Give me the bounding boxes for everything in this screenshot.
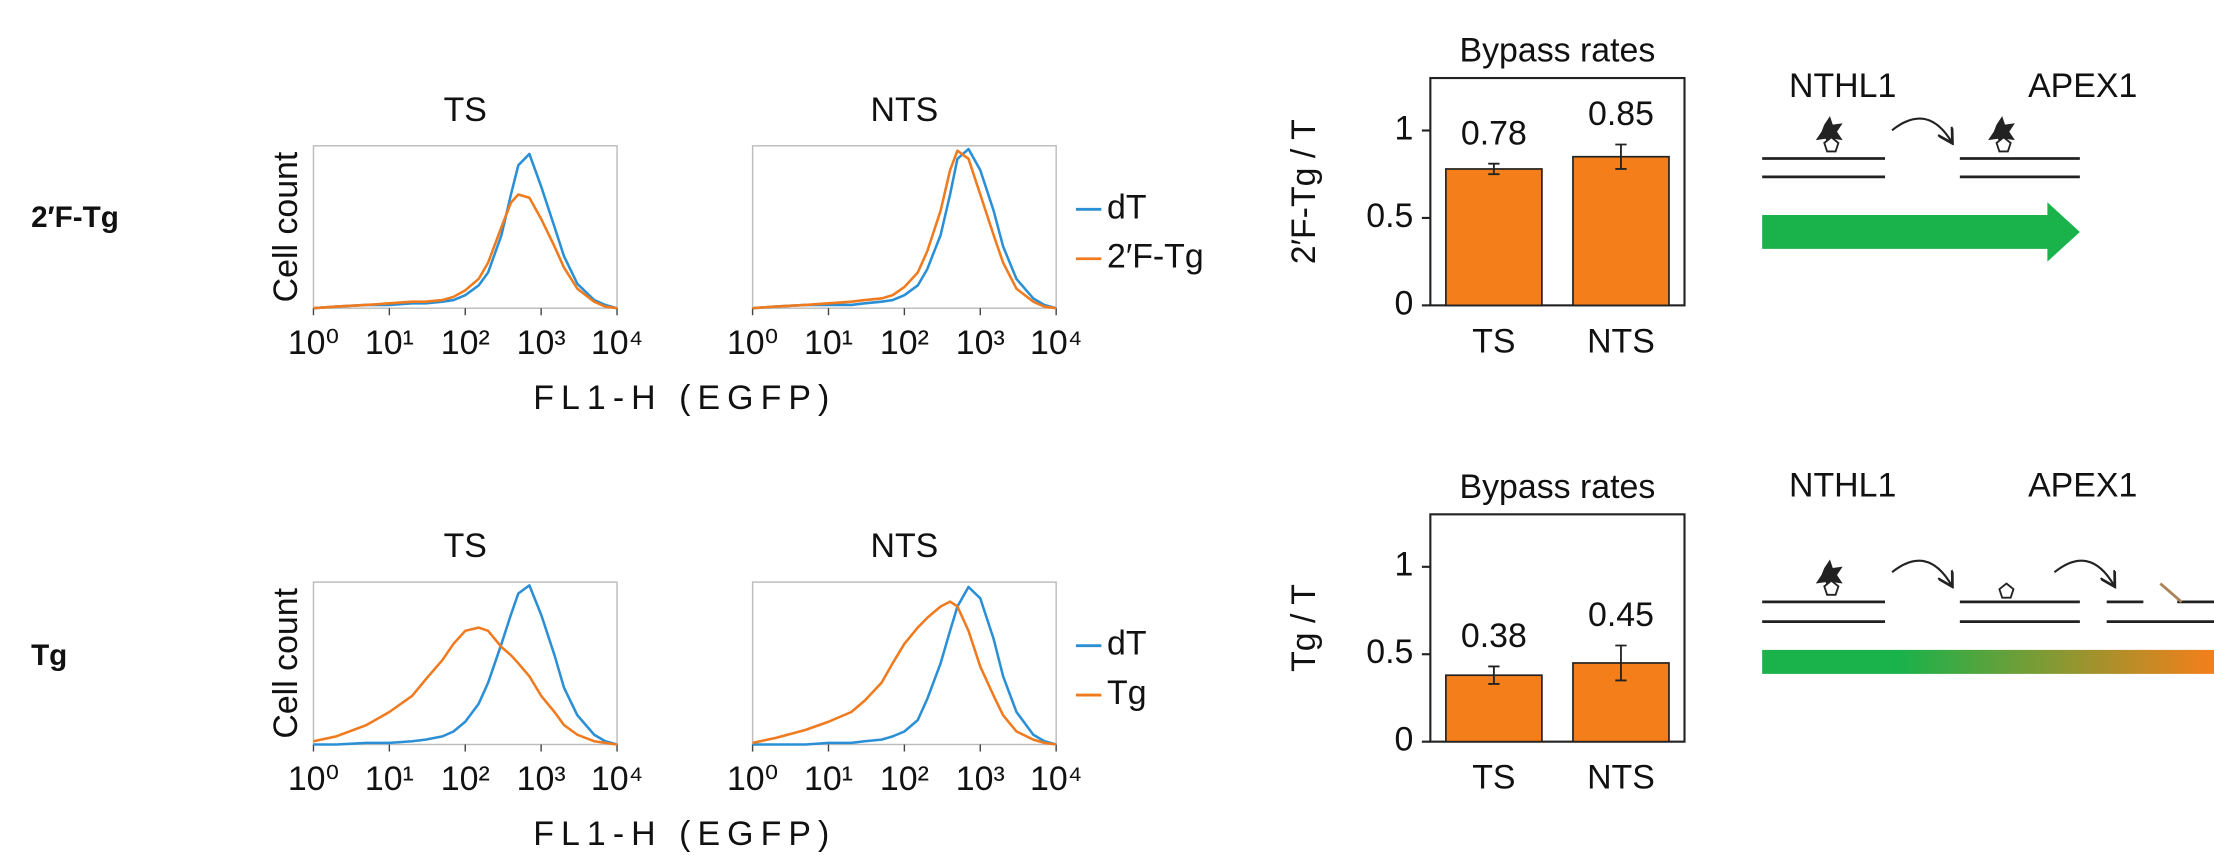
y-tick-label: 1 [1395,109,1414,147]
x-tick-label: TS [1472,322,1515,360]
y-tick-label: 0.5 [1366,197,1413,235]
y-tick-label: 0 [1395,721,1414,759]
x-tick-label: 10⁰ [727,760,778,798]
enzyme-label: NTHL1 [1789,466,1896,504]
error-bar [1488,162,1500,176]
bar [1572,155,1670,307]
sugar-icon [1823,136,1840,153]
bypass-arrow [1762,202,2080,262]
x-tick-label: 10⁰ [288,760,339,798]
sugar-icon [1823,579,1840,596]
bar [1445,674,1543,743]
lesion-icon [1815,559,1843,591]
bypass-bar [1762,649,2214,674]
x-tick-label: 10¹ [365,324,414,362]
step-arrow [1891,117,1951,142]
x-tick-label: 10³ [956,324,1005,362]
histogram-line [313,152,618,310]
value-label: 0.45 [1588,596,1654,634]
plot-frame [751,581,1057,746]
x-axis-label: FL1-H (EGFP) [533,379,836,417]
enzyme-label: APEX1 [2028,67,2137,105]
y-axis-label: Cell count [267,151,305,302]
step-arrow [1891,559,1951,585]
x-tick-label: 10⁰ [288,324,339,362]
lesion-icon [1815,116,1843,148]
panel-title: TS [444,527,487,565]
bar [1445,168,1543,307]
enzyme-label: NTHL1 [1789,67,1896,105]
legend-label: Tg [1107,674,1147,712]
x-tick-label: 10⁴ [591,324,643,362]
histogram-line [752,585,1057,746]
histogram-line [752,147,1057,310]
row-label: Tg [31,639,67,672]
x-tick-label: 10² [441,324,490,362]
y-tick-label: 1 [1395,546,1414,584]
sugar-icon [1995,136,2012,153]
y-axis-label: Cell count [267,587,305,738]
panel-title: NTS [871,91,939,129]
plot-frame [751,145,1057,309]
row-label: 2′F-Tg [31,201,119,234]
sugar-icon [1998,582,2015,599]
y-axis-label: Tg / T [1285,584,1323,672]
enzyme-label: APEX1 [2028,466,2137,504]
error-bar [1615,143,1627,170]
y-tick-label: 0 [1395,284,1414,322]
histogram-line [313,584,618,746]
x-tick-label: 10² [441,760,490,798]
x-tick-label: 10³ [517,324,566,362]
x-tick-label: 10¹ [804,324,853,362]
x-tick-label: 10⁴ [1030,760,1082,798]
strand-end [2159,582,2183,603]
dna-strands [1762,157,2080,179]
y-axis-label: 2′F-Tg / T [1285,119,1323,264]
chart-title: Bypass rates [1460,32,1656,70]
x-tick-label: NTS [1587,759,1655,797]
x-tick-label: 10² [880,324,929,362]
plot-frame [1429,76,1686,307]
panel-title: TS [444,91,487,129]
histogram-line [752,600,1057,746]
histogram-line [313,193,618,310]
panel-title: NTS [871,527,939,565]
step-arrow [2053,559,2113,585]
histogram-line [313,626,618,746]
error-bar [1488,665,1500,685]
error-bar [1615,644,1627,682]
x-tick-label: NTS [1587,322,1655,360]
lesion-icon [1988,116,2015,148]
dna-strands [1762,600,2214,624]
x-tick-label: 10¹ [804,760,853,798]
x-tick-label: 10¹ [365,760,414,798]
legend-label: dT [1107,625,1147,663]
x-tick-label: TS [1472,759,1515,797]
x-tick-label: 10⁴ [1030,324,1082,362]
y-tick-label: 0.5 [1366,633,1413,671]
legend-label: dT [1107,188,1147,226]
legend-label: 2′F-Tg [1107,238,1204,276]
plot-frame [312,145,618,309]
chart-title: Bypass rates [1460,468,1656,506]
plot-frame [1429,513,1686,743]
value-label: 0.85 [1588,95,1654,133]
x-axis-label: FL1-H (EGFP) [533,815,836,853]
value-label: 0.38 [1461,617,1527,655]
histogram-line [752,149,1057,310]
value-label: 0.78 [1461,114,1527,152]
x-tick-label: 10⁰ [727,324,778,362]
x-tick-label: 10³ [517,760,566,798]
x-tick-label: 10² [880,760,929,798]
x-tick-label: 10³ [956,760,1005,798]
x-tick-label: 10⁴ [591,760,643,798]
diagram: NTHL1 APEX1 NTHL1 APEX1 [1762,67,2214,674]
